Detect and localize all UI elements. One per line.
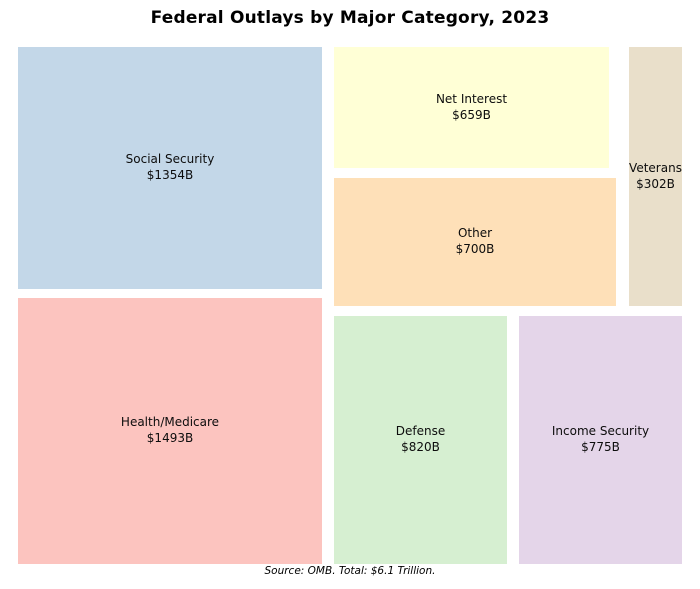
tile-label: Net Interest xyxy=(435,91,508,106)
tile-value: $302B xyxy=(636,176,675,191)
tile-value: $1354B xyxy=(146,168,194,182)
tile-value: $659B xyxy=(452,107,491,122)
treemap-tile-income-security: Income Security $775B xyxy=(519,316,682,564)
tile-label: Defense xyxy=(395,424,446,439)
treemap-tile-other: Other $700B xyxy=(334,178,616,306)
tile-value: $820B xyxy=(401,440,440,454)
tile-label: Income Security xyxy=(551,424,650,439)
treemap-tile-social-security: Social Security $1354B xyxy=(18,47,322,289)
treemap-tile-health-medicare: Health/Medicare $1493B xyxy=(18,298,322,564)
treemap-tile-net-interest: Net Interest $659B xyxy=(334,47,609,168)
tile-label: Social Security xyxy=(125,152,215,167)
source-note: Source: OMB. Total: $6.1 Trillion. xyxy=(264,565,436,577)
tile-value: $700B xyxy=(455,242,495,256)
tile-label: Health/Medicare xyxy=(120,415,220,430)
tile-label: Veterans xyxy=(629,160,682,175)
tile-label: Other xyxy=(457,226,493,241)
chart-title: Federal Outlays by Major Category, 2023 xyxy=(150,8,550,28)
tile-value: $1493B xyxy=(146,431,194,445)
treemap-tile-defense: Defense $820B xyxy=(334,316,507,564)
tile-value: $775B xyxy=(581,440,620,454)
treemap-tile-veterans: Veterans $302B xyxy=(629,47,682,306)
